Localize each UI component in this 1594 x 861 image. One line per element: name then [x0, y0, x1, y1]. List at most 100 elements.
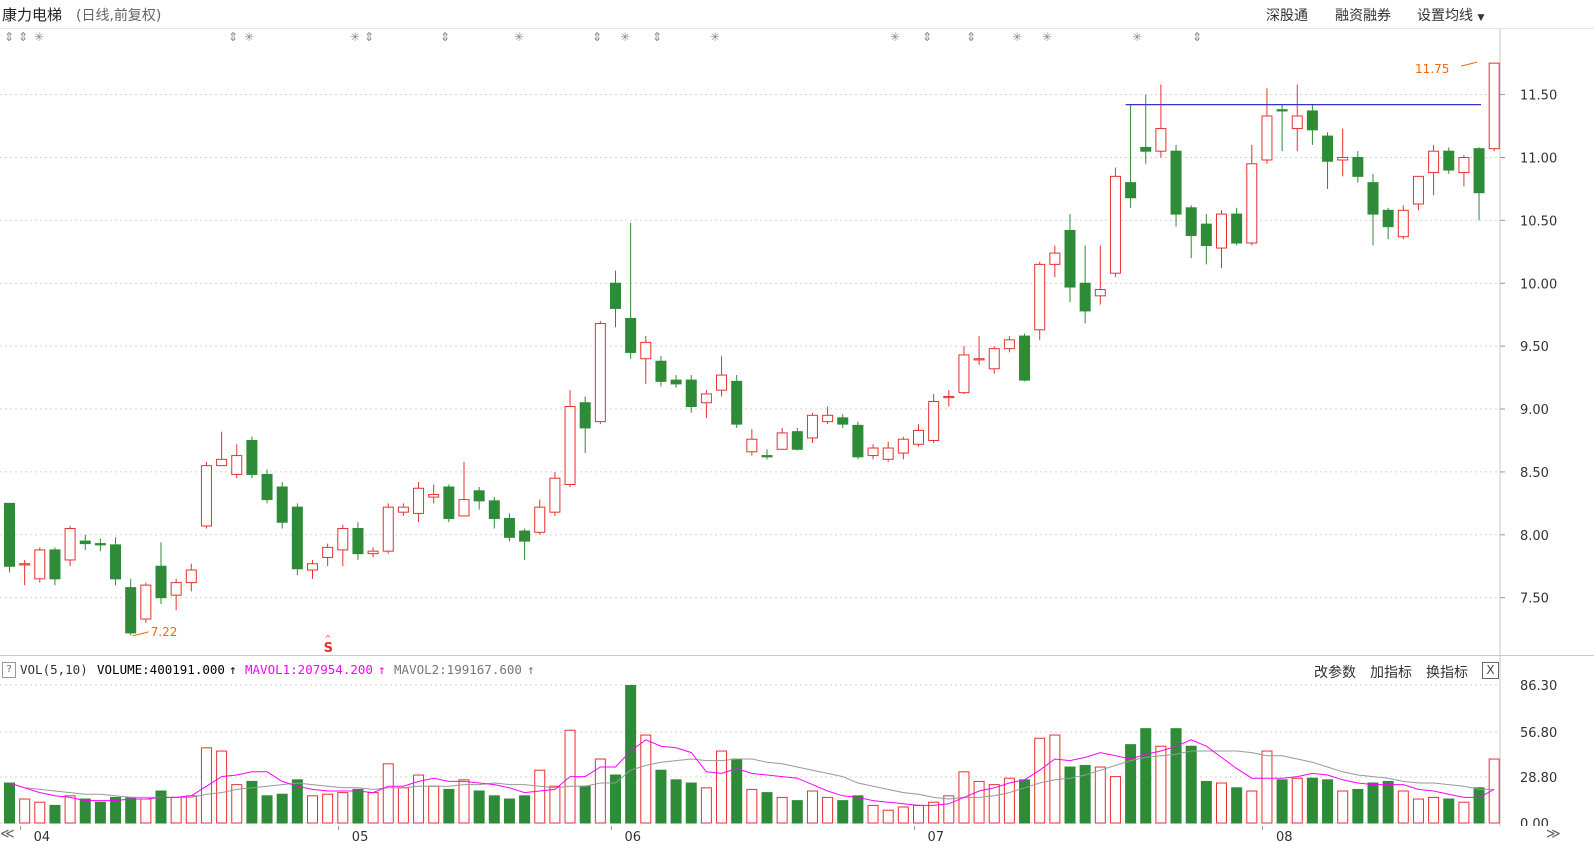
candle: [549, 471, 561, 516]
candle: [564, 390, 576, 488]
candle: [291, 503, 303, 576]
candle-body: [988, 348, 1000, 370]
candle: [913, 424, 924, 447]
volume-chart[interactable]: 86.30 56.80 28.80 0.00: [0, 655, 1594, 826]
candle-body: [791, 431, 803, 450]
candle: [958, 346, 970, 394]
candle: [822, 406, 834, 425]
volume-bar: [761, 792, 773, 824]
margin-trading-link[interactable]: 融资融券: [1335, 8, 1391, 24]
candle: [110, 537, 122, 586]
moving-average-settings-link[interactable]: 设置均线 ▼: [1417, 5, 1484, 25]
candle: [1306, 104, 1318, 145]
help-icon[interactable]: ?: [2, 662, 16, 678]
volume-bar: [1352, 788, 1364, 824]
candle: [746, 429, 758, 456]
volume-bar: [216, 750, 228, 824]
candle-body: [564, 406, 576, 485]
volume-bar: [1291, 777, 1303, 824]
candle: [79, 534, 91, 550]
volume-bar: [655, 769, 667, 824]
volume-bar: [200, 747, 212, 824]
candle-body: [867, 447, 879, 457]
candle-body: [322, 546, 334, 558]
volume-bar: [973, 780, 985, 824]
candle: [1200, 214, 1212, 265]
candle-body: [1367, 182, 1379, 215]
candle: [1322, 132, 1334, 189]
volume-bar: [897, 806, 909, 824]
candle-body: [1458, 156, 1470, 174]
volume-bar: [1306, 777, 1318, 824]
candle: [943, 390, 955, 407]
candle: [261, 469, 273, 504]
candle: [1125, 104, 1137, 208]
candle-body: [822, 414, 834, 423]
change-params-button[interactable]: 改参数: [1314, 665, 1356, 681]
volume-bar: [367, 792, 379, 824]
volume-ma-lines: [9, 739, 1495, 806]
volume-bar: [579, 785, 591, 824]
event-marker-icon: ⇕: [440, 30, 450, 44]
candle-body: [428, 494, 440, 498]
volume-up-arrow-icon: ↑: [229, 662, 237, 677]
candle: [64, 526, 76, 567]
volume-tick-label: 56.80: [1520, 726, 1557, 741]
switch-indicator-button[interactable]: 换指标: [1426, 665, 1468, 681]
candle: [716, 356, 728, 397]
candle: [125, 578, 137, 636]
candle: [882, 441, 894, 462]
shenzhen-connect-link[interactable]: 深股通: [1266, 8, 1308, 24]
candle: [1443, 147, 1455, 174]
add-indicator-button[interactable]: 加指标: [1370, 665, 1412, 681]
volume-bar: [822, 796, 834, 824]
month-label: 08: [1275, 830, 1293, 845]
candle: [503, 513, 515, 542]
candle-body: [276, 486, 288, 523]
event-marker-icon: ⇕: [18, 30, 28, 44]
candle-body: [382, 506, 394, 552]
chart-period-label: (日线,前复权): [76, 8, 162, 24]
event-marker-icon: ✳: [710, 30, 720, 44]
candle-body: [716, 374, 728, 391]
volume-bar: [231, 784, 243, 824]
volume-bar: [1140, 728, 1152, 824]
candle-body: [1306, 110, 1318, 131]
mavol2-line: [9, 750, 1495, 800]
month-label: 06: [624, 830, 642, 845]
candle: [973, 336, 985, 366]
candle: [1019, 333, 1031, 382]
volume-bar: [1125, 744, 1137, 824]
candle: [1337, 128, 1349, 177]
scroll-left-button[interactable]: ≪: [0, 826, 15, 842]
volume-bar: [352, 788, 364, 824]
volume-bar: [1276, 779, 1288, 824]
candle: [185, 563, 197, 592]
candle-body: [1034, 263, 1046, 331]
candle: [897, 436, 909, 460]
price-tick-label: 10.00: [1520, 277, 1557, 292]
volume-bar: [625, 684, 637, 824]
chart-toolbar: 康力电梯 (日线,前复权) 深股通 融资融券 设置均线 ▼: [0, 0, 1594, 28]
event-marker-icon: ⇕: [922, 30, 932, 44]
candles-group: [4, 62, 1500, 636]
candle-body: [670, 379, 682, 385]
candle: [731, 375, 743, 428]
candle: [1367, 173, 1379, 246]
candle-body: [352, 528, 364, 555]
candlestick-chart[interactable]: ⇕ ⇕ ✳ ⇕ ✳ ✳ ⇕ ⇕ ✳ ⇕ ✳ ⇕ ✳ ✳ ⇕ ⇕ ✳ ✳ ✳ ⇕ 11.50 11.00 10.50 10.0…: [0, 28, 1594, 655]
candle: [1458, 154, 1470, 187]
scroll-right-button[interactable]: ≫: [1546, 826, 1561, 842]
candle: [1049, 245, 1061, 277]
volume-bar: [170, 796, 182, 824]
candle-body: [806, 414, 818, 439]
candle-body: [1140, 146, 1152, 152]
candle-body: [640, 341, 652, 360]
close-indicator-button[interactable]: X: [1482, 662, 1499, 679]
candle: [685, 375, 697, 413]
volume-bar: [1458, 801, 1470, 824]
volume-bar: [1094, 766, 1106, 824]
volume-bar: [1473, 787, 1485, 824]
volume-bar: [185, 795, 197, 824]
candle-body: [1412, 175, 1424, 205]
